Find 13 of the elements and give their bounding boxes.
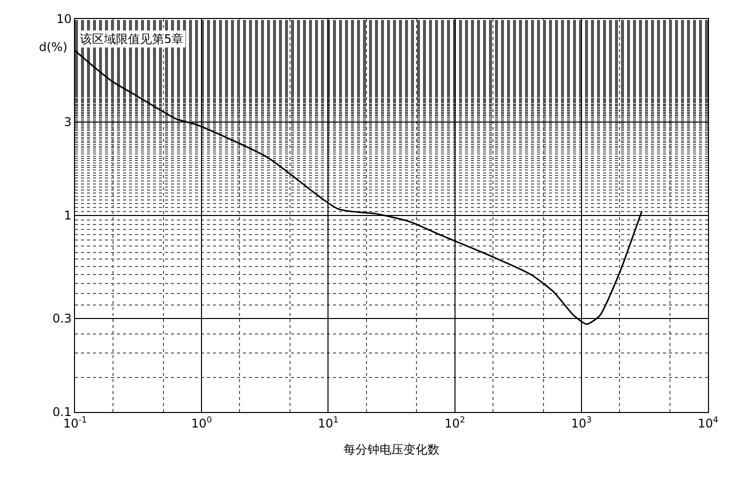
x-tick-label: 10$^{4}$	[698, 414, 718, 430]
x-tick-label: 10$^{0}$	[191, 414, 212, 430]
y-tick-label: 0.1	[52, 405, 72, 420]
y-tick-label: 3	[64, 114, 72, 129]
x-tick-label: 10$^{1}$	[318, 414, 339, 430]
y-axis-title: d(%)	[39, 40, 68, 54]
x-tick-label: 10$^{2}$	[444, 414, 466, 430]
y-tick-label: 10	[56, 12, 72, 26]
x-tick-label: 10$^{3}$	[571, 414, 592, 430]
x-axis-title: 每分钟电压变化数	[344, 442, 440, 456]
annotation: 该区域限值见第5章	[80, 32, 184, 46]
y-tick-label: 1	[64, 208, 72, 223]
y-tick-label: 0.3	[52, 311, 72, 326]
